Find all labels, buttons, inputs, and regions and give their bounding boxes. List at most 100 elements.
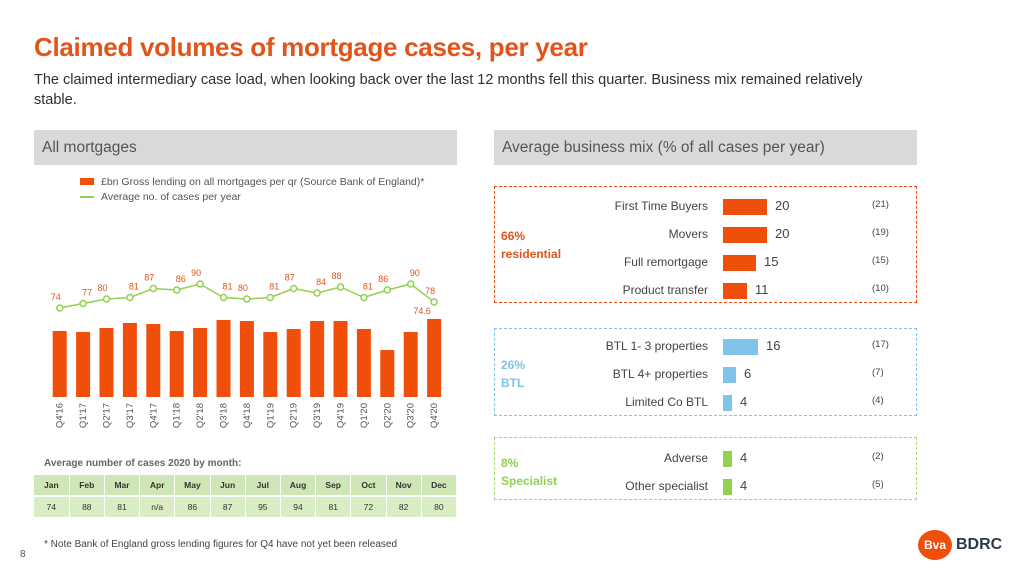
- mix-prev-btl-1-3-properties: (17): [872, 339, 889, 350]
- monthly-table-title: Average number of cases 2020 by month:: [44, 458, 242, 469]
- bar-Q3'20: [403, 332, 418, 397]
- residential-segment-label: 66% residential: [501, 227, 561, 263]
- tick-Q1'18: Q1'18: [172, 403, 183, 428]
- specialist-box: [494, 437, 917, 500]
- bar-Q3'18: [216, 320, 231, 397]
- mix-bar-adverse: [723, 451, 732, 467]
- mix-row-btl-1-3-properties: BTL 1- 3 properties 16 (17): [494, 337, 917, 357]
- month-header-nov: Nov: [386, 475, 422, 497]
- bar-Q2'18: [193, 328, 208, 397]
- mix-value-limited-co-btl: 4: [740, 394, 748, 409]
- bar-Q4'17: [146, 324, 161, 397]
- mix-bar-product-transfer: [723, 283, 747, 299]
- mix-label-full-remortgage: Full remortgage: [623, 255, 708, 269]
- monthly-cases-table: Jan Feb Mar Apr May Jun Jul Aug Sep Oct Nov Dec 74 8…: [34, 475, 458, 517]
- cases-point-Q1'20: [360, 293, 368, 302]
- bar-Q3'17: [122, 323, 137, 397]
- month-value-apr: n/a: [139, 496, 176, 517]
- cases-point-Q1'17: [79, 299, 87, 308]
- cases-label-Q1'17: 77: [82, 288, 92, 298]
- tick-Q3'20: Q3'20: [406, 403, 417, 428]
- mix-value-full-remortgage: 15: [764, 254, 779, 269]
- cases-point-Q3'18: [219, 293, 228, 302]
- cases-label-Q3'20: 90: [410, 268, 420, 278]
- bar-Q3'19: [310, 321, 325, 397]
- bar-Q1'17: [76, 332, 91, 397]
- mix-prev-product-transfer: (10): [872, 283, 889, 294]
- mix-row-adverse: Adverse 4 (2): [494, 449, 917, 469]
- mix-label-adverse: Adverse: [663, 451, 708, 465]
- legend-label-line: Average no. of cases per year: [101, 190, 241, 203]
- mix-value-btl-1-3-properties: 16: [766, 338, 781, 353]
- residential-pct: 66%: [501, 229, 526, 243]
- all-mortgages-header: All mortgages: [34, 130, 457, 165]
- bar-Q4'20: [427, 319, 442, 397]
- cases-point-Q3'20: [406, 280, 415, 288]
- month-header-apr: Apr: [139, 475, 176, 497]
- mix-row-other-specialist: Other specialist 4 (5): [494, 477, 917, 497]
- month-header-feb: Feb: [69, 475, 105, 497]
- month-value-jul: 95: [245, 496, 281, 517]
- month-value-mar: 81: [104, 496, 141, 517]
- mix-row-full-remortgage: Full remortgage 15 (15): [494, 253, 917, 273]
- legend-label-bar: £bn Gross lending on all mortgages per q…: [101, 175, 425, 188]
- cases-label-Q4'16: 74: [51, 292, 61, 302]
- tick-Q1'17: Q1'17: [78, 403, 89, 428]
- cases-point-Q1'18: [172, 286, 181, 294]
- mix-label-btl-1-3-properties: BTL 1- 3 properties: [605, 339, 708, 353]
- month-header-jun: Jun: [210, 475, 246, 497]
- mix-row-limited-co-btl: Limited Co BTL 4 (4): [494, 393, 917, 413]
- mix-row-btl-4-properties: BTL 4+ properties 6 (7): [494, 365, 917, 385]
- tick-Q4'16: Q4'16: [55, 403, 66, 428]
- page-subtitle: The claimed intermediary case load, when…: [34, 72, 863, 108]
- cases-label-Q3'19: 84: [316, 277, 326, 287]
- mix-prev-adverse: (2): [872, 451, 884, 462]
- cases-point-Q2'17: [102, 295, 111, 303]
- cases-label-Q3'18: 81: [222, 282, 232, 292]
- mix-bar-limited-co-btl: [723, 395, 732, 411]
- bar-Q1'20: [356, 329, 371, 397]
- tick-Q2'17: Q2'17: [102, 403, 113, 428]
- mix-label-first-time-buyers: First Time Buyers: [614, 199, 708, 213]
- cases-point-Q3'19: [313, 289, 321, 297]
- chart-legend: £bn Gross lending on all mortgages per q…: [80, 174, 424, 204]
- mix-bar-other-specialist: [723, 479, 732, 495]
- mix-value-first-time-buyers: 20: [775, 198, 790, 213]
- cases-label-Q4'18: 80: [238, 283, 248, 293]
- footnote: * Note Bank of England gross lending fig…: [44, 539, 398, 550]
- btl-pct: 26%: [501, 358, 526, 372]
- mix-prev-other-specialist: (5): [872, 479, 884, 490]
- cases-point-Q1'19: [266, 293, 275, 302]
- mix-value-adverse: 4: [740, 450, 748, 465]
- cases-point-Q4'20: [430, 298, 438, 306]
- mix-row-first-time-buyers: First Time Buyers 20 (21): [494, 197, 917, 217]
- tick-Q4'19: Q4'19: [336, 403, 347, 428]
- mix-prev-movers: (19): [872, 227, 889, 238]
- month-header-jan: Jan: [34, 475, 70, 497]
- cases-label-Q2'17: 80: [97, 283, 107, 293]
- month-value-dec: 80: [421, 496, 458, 517]
- legend-swatch-bar: [80, 178, 94, 185]
- residential-name: residential: [501, 247, 562, 261]
- btl-box: [494, 328, 917, 416]
- mix-prev-btl-4-properties: (7): [872, 367, 884, 378]
- cases-point-Q3'17: [126, 293, 134, 302]
- legend-item-bar: £bn Gross lending on all mortgages per q…: [80, 174, 424, 189]
- cases-point-Q4'17: [149, 284, 158, 293]
- mix-label-btl-4-properties: BTL 4+ properties: [612, 367, 708, 381]
- bar-Q1'18: [169, 331, 184, 397]
- month-header-jul: Jul: [245, 475, 281, 497]
- cases-point-Q4'16: [55, 304, 64, 312]
- residential-box: [494, 186, 917, 303]
- mortgage-chart: 74 77 80 81 87 86 90 81 80 81 87 84 88 81 86 90 78 74.6 Q4…: [51, 268, 442, 428]
- mix-label-limited-co-btl: Limited Co BTL: [625, 395, 708, 409]
- cases-point-Q4'19: [336, 283, 345, 291]
- specialist-pct: 8%: [501, 456, 519, 470]
- cases-label-Q2'19: 87: [285, 273, 295, 283]
- bva-bdrc-logo: Bva BDRC: [918, 530, 1002, 560]
- tick-Q3'17: Q3'17: [125, 403, 136, 428]
- legend-swatch-line: [80, 195, 94, 198]
- bar-Q1'19: [263, 332, 278, 397]
- logo-text: BDRC: [956, 536, 1003, 553]
- tick-Q4'20: Q4'20: [429, 403, 440, 428]
